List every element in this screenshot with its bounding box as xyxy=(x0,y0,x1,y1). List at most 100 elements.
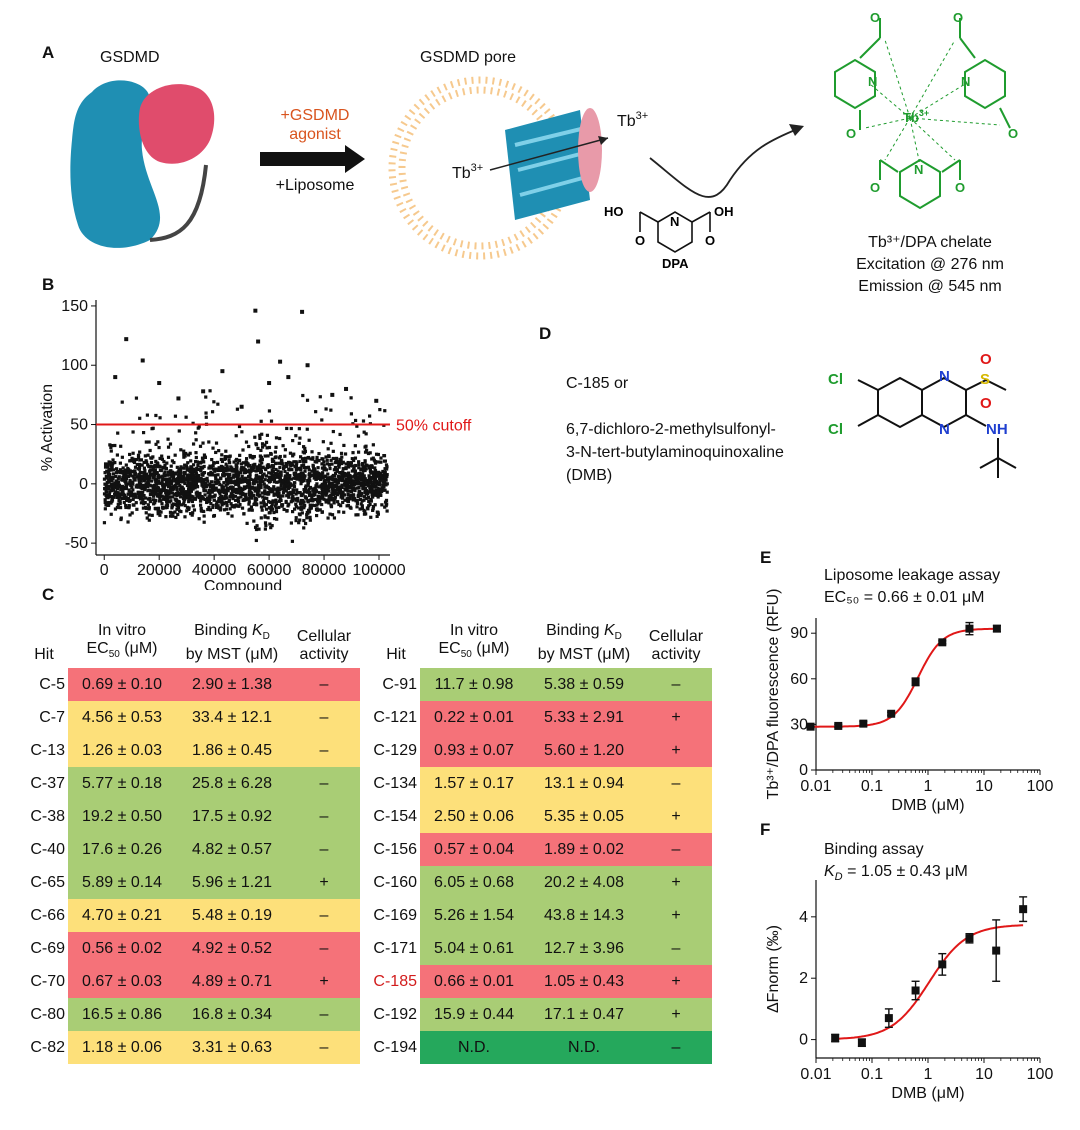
scatter-point xyxy=(120,496,125,501)
scatter-point xyxy=(182,479,186,483)
scatter-point xyxy=(150,456,154,460)
scatter-point xyxy=(169,470,173,474)
scatter-point xyxy=(256,486,260,490)
scatter-point xyxy=(241,467,245,472)
kd-cell: 4.82 ± 0.57 xyxy=(176,833,288,866)
scatter-point xyxy=(173,483,177,487)
scatter-point xyxy=(259,483,263,488)
scatter-point xyxy=(149,465,153,469)
scatter-point xyxy=(369,471,373,475)
chart-subtitle: KD = 1.05 ± 0.43 μM xyxy=(824,863,968,883)
scatter-point xyxy=(185,509,189,513)
scatter-point xyxy=(376,452,380,457)
scatter-point xyxy=(227,486,231,490)
scatter-point xyxy=(297,512,302,516)
scatter-point xyxy=(259,456,263,460)
scatter-point xyxy=(213,474,218,478)
scatter-point xyxy=(336,474,341,478)
scatter-point xyxy=(261,499,266,503)
scatter-point xyxy=(191,475,195,479)
scatter-point xyxy=(259,485,263,490)
scatter-point xyxy=(331,449,335,453)
scatter-point xyxy=(333,477,338,482)
scatter-point xyxy=(194,438,198,442)
scatter-point xyxy=(176,512,180,517)
scatter-point xyxy=(183,503,187,508)
scatter-point xyxy=(364,488,368,493)
scatter-point xyxy=(113,490,117,494)
scatter-point xyxy=(365,482,369,486)
scatter-point xyxy=(330,513,335,517)
scatter-point xyxy=(219,477,223,481)
scatter-point xyxy=(320,510,324,514)
scatter-point xyxy=(273,476,277,480)
scatter-point xyxy=(350,483,354,487)
scatter-point xyxy=(193,459,198,464)
scatter-point xyxy=(161,486,165,490)
cellular-activity-cell: – xyxy=(288,701,360,734)
scatter-point xyxy=(209,501,213,506)
scatter-point xyxy=(190,513,194,517)
pore-stripes xyxy=(514,126,591,197)
scatter-point xyxy=(379,493,383,498)
scatter-point xyxy=(335,488,339,492)
x-tick-label: 0.01 xyxy=(800,778,831,795)
scatter-point xyxy=(112,488,116,492)
scatter-point xyxy=(338,477,343,482)
scatter-points xyxy=(102,389,389,543)
scatter-point xyxy=(224,449,228,453)
scatter-point xyxy=(166,445,171,449)
scatter-point xyxy=(190,477,194,481)
scatter-point xyxy=(338,471,342,475)
scatter-point xyxy=(298,436,302,440)
scatter-point xyxy=(113,443,117,448)
scatter-point xyxy=(212,498,216,502)
scatter-point xyxy=(164,488,168,493)
scatter-point xyxy=(142,466,146,470)
scatter-point xyxy=(198,495,202,500)
scatter-point xyxy=(378,407,382,412)
scatter-point xyxy=(301,393,305,398)
scatter-point xyxy=(190,485,195,489)
scatter-point xyxy=(135,507,139,511)
scatter-point xyxy=(314,489,319,493)
scatter-point xyxy=(296,496,300,501)
scatter-point xyxy=(187,473,191,477)
scatter-point xyxy=(341,490,345,494)
scatter-point xyxy=(121,491,125,495)
scatter-point xyxy=(212,400,216,404)
scatter-point xyxy=(241,448,245,452)
scatter-point xyxy=(336,460,340,464)
scatter-point xyxy=(291,439,295,443)
scatter-point xyxy=(187,485,191,489)
scatter-point xyxy=(385,509,389,513)
scatter-point xyxy=(373,471,377,475)
scatter-point xyxy=(260,432,264,436)
scatter-point xyxy=(310,469,314,473)
scatter-point xyxy=(352,493,356,497)
scatter-point xyxy=(152,483,157,487)
svg-text:O: O xyxy=(870,10,880,25)
scatter-point xyxy=(368,414,372,418)
scatter-point xyxy=(300,507,304,511)
scatter-point xyxy=(382,488,386,492)
scatter-point xyxy=(267,506,272,510)
scatter-point xyxy=(304,496,309,500)
scatter-point xyxy=(294,466,298,470)
col-hit: Hit xyxy=(386,646,406,663)
scatter-point xyxy=(158,513,162,517)
scatter-point xyxy=(168,480,172,484)
scatter-point xyxy=(107,500,111,505)
scatter-point xyxy=(253,487,257,492)
scatter-point xyxy=(301,501,305,505)
scatter-point xyxy=(299,468,303,472)
table-row: C-169 5.26 ± 1.54 43.8 ± 14.3 + xyxy=(372,899,712,932)
scatter-point xyxy=(146,503,150,507)
scatter-point xyxy=(302,526,306,530)
scatter-point xyxy=(321,471,325,475)
scatter-point xyxy=(338,488,343,492)
scatter-point xyxy=(314,474,318,478)
scatter-point xyxy=(147,513,151,517)
scatter-point xyxy=(154,413,158,418)
scatter-point xyxy=(356,494,360,499)
